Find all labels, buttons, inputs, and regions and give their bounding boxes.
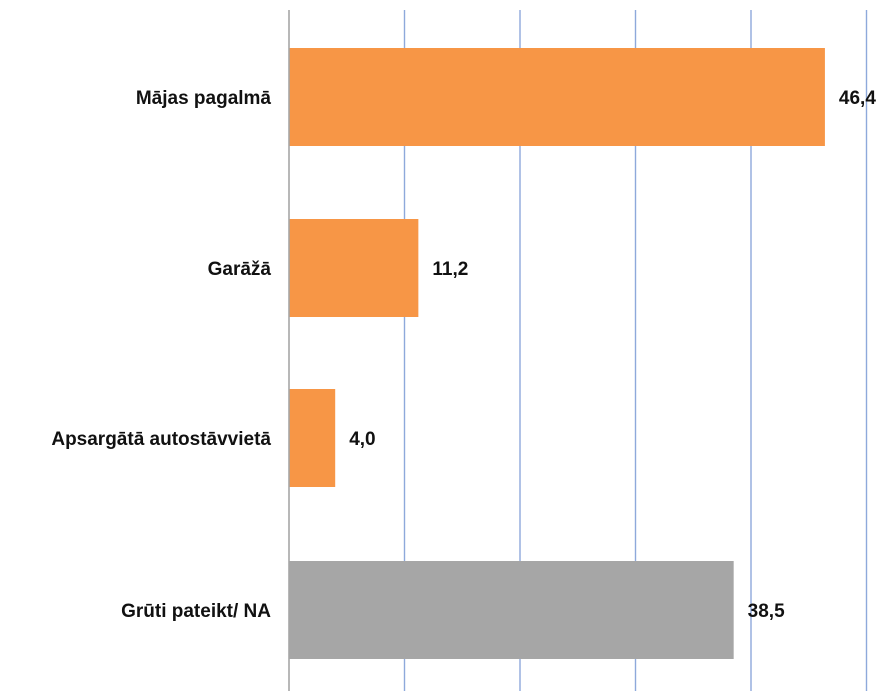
data-label: 11,2 — [432, 259, 468, 280]
bar — [289, 389, 336, 487]
data-label: 46,4 — [839, 88, 876, 109]
labels: Mājas pagalmā 46,4 Garāžā 11,2 Apsargātā aut… — [51, 88, 876, 622]
category-label: Garāžā — [208, 259, 272, 280]
data-label: 4,0 — [349, 429, 375, 450]
bar — [289, 219, 419, 317]
category-label: Mājas pagalmā — [136, 88, 272, 109]
data-label: 38,5 — [748, 601, 785, 622]
bars — [289, 48, 825, 659]
category-label: Apsargātā autostāvvietā — [51, 429, 271, 450]
bar — [289, 561, 734, 659]
category-label: Grūti pateikt/ NA — [121, 601, 271, 622]
bar — [289, 48, 825, 146]
